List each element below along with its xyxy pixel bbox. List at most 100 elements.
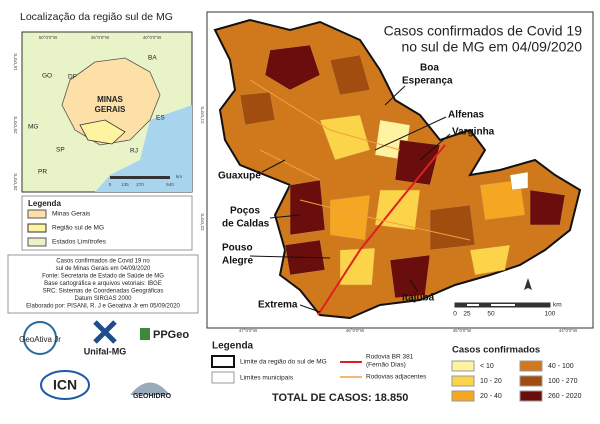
- legend-label: Rodovias adjacentes: [366, 374, 427, 381]
- class-label: 100 - 270: [548, 378, 578, 385]
- logo: Unifal-MG: [84, 346, 127, 356]
- class-label: < 10: [480, 363, 494, 370]
- roads: [249, 79, 471, 241]
- map-scale-label: 50: [487, 311, 495, 318]
- city-label: Boa: [420, 63, 439, 74]
- leader: [419, 133, 451, 161]
- class-swatch: [451, 375, 475, 387]
- map-scale-label: 25: [463, 311, 471, 318]
- legend-label: Minas Gerais: [52, 211, 91, 218]
- map-scale-label: 100: [545, 311, 556, 318]
- municipalities: [239, 44, 566, 299]
- logo-mark: [140, 328, 150, 340]
- inset-scale-unit: km: [176, 174, 182, 179]
- legend-title: Legenda: [28, 199, 61, 208]
- leader: [249, 255, 331, 259]
- state-label: ES: [156, 115, 165, 122]
- logo: GEOHIDRO: [133, 393, 172, 400]
- ocean: [95, 105, 192, 192]
- inset-lat: 25°0'0"S: [13, 173, 18, 190]
- inset-scale-label: 0: [109, 182, 112, 187]
- mg-label: GERAIS: [95, 105, 126, 114]
- state-label: PR: [38, 169, 47, 176]
- legend-label: (Fernão Dias): [366, 362, 406, 369]
- city-label: Alegre: [222, 256, 254, 267]
- class-swatch: [451, 360, 475, 372]
- state-label: SP: [56, 147, 65, 154]
- legend-swatch: [27, 209, 47, 219]
- class-swatch: [519, 390, 543, 402]
- br381: [317, 144, 446, 316]
- info-line: Base cartográfica e arquivos vetoriais: …: [44, 281, 162, 287]
- map-title: Casos confirmados de Covid 19: [384, 23, 583, 39]
- city-label: Guaxupé: [218, 171, 261, 182]
- legend-label: Limites municipais: [240, 375, 294, 382]
- info-line: Datum SIRGAS 2000: [74, 296, 132, 302]
- map-lon: 47°0'0"W: [239, 328, 258, 333]
- class-label: 40 - 100: [548, 363, 574, 370]
- class-label: 20 - 40: [480, 393, 502, 400]
- city-label: Extrema: [258, 300, 298, 311]
- classes: < 10 10 - 20 20 - 40 40 - 100 100 - 270 260 -…: [451, 360, 582, 402]
- inset-lat: 20°0'0"S: [13, 116, 18, 133]
- logo-mark: [40, 370, 90, 400]
- inset-scale-bar: [110, 176, 170, 179]
- legend-label: Estados Limítrofes: [52, 239, 107, 246]
- legend-swatch: [27, 237, 47, 247]
- inset-scale-label: 540: [166, 182, 174, 187]
- logo-mark: [23, 321, 57, 355]
- state-label: BA: [148, 55, 157, 62]
- state-label: MG: [28, 124, 38, 131]
- class-swatch: [519, 360, 543, 372]
- total: TOTAL DE CASOS: 18.850: [272, 392, 408, 404]
- map-lon: 44°0'0"W: [559, 328, 578, 333]
- class-swatch: [519, 375, 543, 387]
- city-label: Pouso: [222, 243, 253, 254]
- inset-lon: 40°0'0"W: [143, 35, 162, 40]
- leader: [384, 85, 406, 106]
- legend-label: Região sul de MG: [52, 225, 104, 232]
- inset-lon: 50°0'0"W: [39, 35, 58, 40]
- city-label: Itajubá: [402, 293, 435, 304]
- state-label: DF: [68, 74, 77, 81]
- leader: [261, 159, 286, 173]
- logo: ICN: [53, 377, 77, 393]
- legend-swatch: [27, 223, 47, 233]
- info-line: sul de Minas Gerais em 04/09/2020: [56, 266, 151, 272]
- class-label: 10 - 20: [480, 378, 502, 385]
- class-label: 260 - 2020: [548, 393, 582, 400]
- logo-mark: [130, 382, 170, 395]
- info-line: Elaborado por: PISANI, R. J e Geoativa J…: [26, 304, 180, 310]
- legend-swatch: [211, 371, 235, 384]
- leader: [269, 214, 301, 219]
- logo: GeoAtiva Jr: [19, 335, 61, 344]
- map-scale-bar: [467, 304, 479, 306]
- map-lat: 22°0'0"S: [200, 213, 205, 230]
- city-label: Alfenas: [448, 110, 485, 121]
- mg-label: MINAS: [97, 95, 123, 104]
- map-lon: 46°0'0"W: [346, 328, 365, 333]
- leader: [299, 304, 321, 313]
- classes-title: Casos confirmados: [452, 345, 540, 356]
- inset-scale-label: 135: [121, 182, 129, 187]
- legend-label: Limite da região do sul de MG: [240, 359, 327, 366]
- info-line: SRC: Sistemas de Coordenadas Geográficas: [43, 289, 164, 295]
- city-label: de Caldas: [222, 219, 270, 230]
- state-label: RJ: [130, 148, 138, 155]
- state-label: GO: [42, 73, 52, 80]
- logo-mark: [93, 320, 117, 344]
- class-swatch: [451, 390, 475, 402]
- map-scale-unit: km: [553, 302, 562, 309]
- city-label: Esperança: [402, 76, 453, 87]
- logo: PPGeo: [153, 329, 189, 341]
- leader: [409, 279, 419, 293]
- mg-shape: [61, 57, 161, 146]
- map-lon: 45°0'0"W: [453, 328, 472, 333]
- map-title: no sul de MG em 04/09/2020: [401, 39, 582, 55]
- south-mg-shape: [79, 119, 126, 145]
- inset-title: Localização da região sul de MG: [20, 11, 173, 23]
- inset-lon: 45°0'0"W: [91, 35, 110, 40]
